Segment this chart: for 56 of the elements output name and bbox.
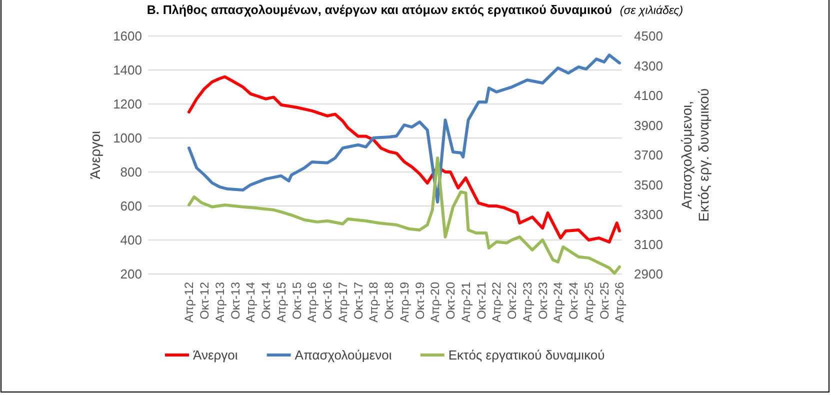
- x-tick-label: Απρ-13: [212, 282, 227, 322]
- x-tick-label: Απρ-19: [397, 282, 412, 322]
- x-tick-label: Οκτ-18: [382, 282, 396, 320]
- x-tick-label: Οκτ-13: [228, 282, 242, 320]
- y2-tick-label: 3700: [634, 148, 663, 163]
- line-series: [188, 156, 621, 275]
- x-tick-label: Απρ-24: [551, 282, 566, 322]
- y-tick-label: 800: [120, 164, 142, 180]
- x-tick-label: Οκτ-15: [290, 282, 304, 320]
- x-tick-label: Απρ-26: [612, 282, 627, 322]
- y-tick-label: 200: [120, 266, 142, 282]
- x-tick-label: Οκτ-21: [474, 282, 488, 320]
- x-tick-label: Οκτ-25: [597, 282, 612, 320]
- y2-tick-label: 4300: [634, 58, 663, 74]
- y-tick-label: 400: [120, 232, 142, 248]
- y-tick-label: 600: [120, 198, 142, 214]
- x-tick-label: Απρ-14: [244, 282, 258, 322]
- x-tick-label: Οκτ-14: [259, 282, 274, 320]
- x-tick-label: Οκτ-20: [444, 282, 458, 320]
- x-tick-label: Απρ-25: [582, 282, 596, 322]
- line-series: [188, 54, 621, 204]
- x-tick-label: Οκτ-12: [198, 282, 212, 320]
- y-tick-label: 1400: [113, 62, 142, 78]
- x-tick-label: Οκτ-17: [351, 282, 366, 320]
- legend-label: Άνεργοι: [193, 348, 238, 363]
- x-tick-label: Απρ-15: [274, 282, 288, 322]
- x-tick-label: Οκτ-23: [536, 282, 550, 320]
- y2-tick-label: 3500: [634, 177, 663, 192]
- y2-tick-label: 4500: [634, 28, 663, 44]
- x-tick-label: Απρ-21: [458, 282, 473, 322]
- x-tick-label: Απρ-22: [490, 282, 504, 322]
- x-tick-label: Απρ-16: [305, 282, 320, 322]
- x-tick-label: Οκτ-16: [320, 282, 335, 320]
- line-series: [188, 75, 621, 244]
- x-tick-label: Απρ-12: [182, 282, 196, 322]
- y-tick-label: 1200: [113, 96, 142, 112]
- x-tick-label: Απρ-23: [520, 282, 534, 322]
- y-tick-label: 1000: [113, 130, 142, 146]
- legend-label: Απασχολούμενοι: [294, 348, 392, 363]
- legend-label: Εκτός εργατικού δυναμικού: [448, 348, 605, 363]
- y2-tick-label: 3900: [634, 118, 663, 133]
- x-tick-label: Απρ-17: [336, 282, 350, 322]
- text: (σε χιλιάδες): [620, 5, 684, 17]
- y2-axis-title: Απασχολούμενοι, Εκτός εργ. δυναμικού: [678, 88, 712, 222]
- y2-tick-label: 4100: [634, 88, 663, 104]
- y-axis-title: Άνεργοι: [87, 130, 103, 180]
- x-tick-label: Απρ-18: [366, 282, 381, 322]
- y-tick-label: 1600: [113, 28, 142, 44]
- y2-tick-label: 3300: [634, 207, 663, 222]
- chart-title: Β. Πλήθος απασχολουμένων, ανέργων και ατόμων εκτός εργατικού δυναμικού: [146, 3, 612, 17]
- x-tick-label: Οκτ-19: [412, 282, 427, 320]
- x-tick-label: Οκτ-24: [566, 282, 581, 320]
- y2-tick-label: 2900: [634, 266, 663, 282]
- x-tick-label: Οκτ-22: [505, 282, 520, 320]
- y2-tick-label: 3100: [634, 236, 663, 252]
- x-tick-label: Απρ-20: [428, 282, 442, 322]
